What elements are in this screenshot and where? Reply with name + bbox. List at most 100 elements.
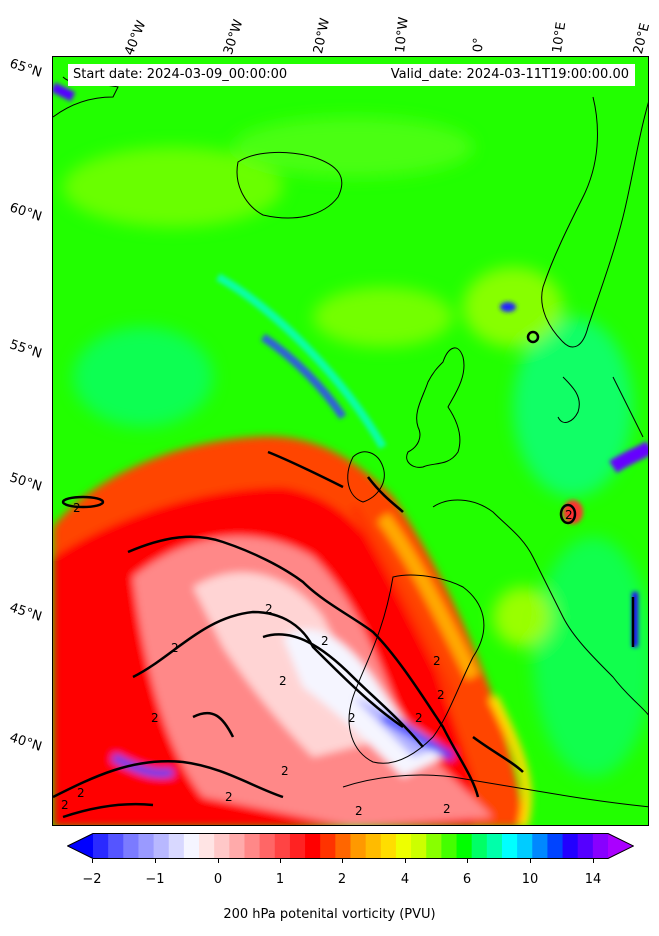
colorbar-swatch (183, 833, 200, 859)
colorbar-swatch (350, 833, 367, 859)
colorbar-swatch (199, 833, 215, 859)
lon-label-20e: 20°E (631, 21, 654, 56)
date-banner: Start date: 2024-03-09_00:00:00 Valid_da… (68, 64, 635, 86)
lat-label-55n: 55°N (7, 337, 44, 362)
colorbar-swatch (380, 833, 397, 859)
pv-map: 2 2 2 2 2 2 2 2 2 2 2 2 2 2 2 2 2 (52, 56, 649, 826)
contour-label-14: 2 (225, 790, 233, 804)
cb-tick-label-7: 6 (462, 872, 472, 887)
colorbar-swatch (168, 833, 185, 859)
contour-label-17: 2 (565, 508, 573, 522)
contour-label-13: 2 (61, 798, 69, 812)
colorbar (67, 833, 634, 859)
colorbar-swatch (486, 833, 503, 859)
lon-label-40w: 40°W (122, 18, 150, 58)
colorbar-swatch (517, 833, 533, 859)
colorbar-swatch (411, 833, 427, 859)
colorbar-swatch (138, 833, 155, 859)
colorbar-swatch (365, 833, 382, 859)
colorbar-swatch (426, 833, 442, 859)
scandinavia-coast (541, 96, 648, 348)
iberia-coast (348, 574, 485, 764)
lat-label-50n: 50°N (7, 470, 44, 495)
cb-tick-label-6: 4 (400, 872, 410, 887)
contour-label-5: 2 (279, 674, 287, 688)
colorbar-swatch (305, 833, 321, 859)
start-date: Start date: 2024-03-09_00:00:00 (73, 67, 288, 82)
ireland-coast (347, 451, 385, 503)
contour-label-15: 2 (355, 804, 363, 818)
colorbar-swatch (108, 833, 124, 859)
contour-label-9: 2 (348, 711, 356, 725)
cb-tickmark-8 (530, 859, 531, 863)
colorbar-swatch (532, 833, 548, 859)
colorbar-swatch (289, 833, 306, 859)
colorbar-swatch (274, 833, 291, 859)
contour-label-4: 2 (321, 634, 329, 648)
cb-tickmark-3 (218, 859, 219, 863)
iceland-coast (236, 152, 343, 219)
colorbar-swatch (547, 833, 564, 859)
colorbar-swatch (592, 833, 609, 859)
cb-tick-label-5: 2 (337, 872, 347, 887)
lat-label-65n: 65°N (7, 56, 44, 81)
lon-label-10e: 10°E (550, 21, 570, 55)
colorbar-swatch (244, 833, 261, 859)
cb-tickmark-4 (280, 859, 281, 863)
lon-label-10w: 10°W (393, 16, 412, 54)
colorbar-swatch (501, 833, 518, 859)
contour-label-3: 2 (265, 602, 273, 616)
lat-label-60n: 60°N (7, 200, 44, 225)
north-africa-coast (342, 774, 648, 808)
colorbar-swatch (562, 833, 579, 859)
colorbar-over-arrow (608, 833, 634, 859)
cb-tickmark-9 (593, 859, 594, 863)
france-coast (432, 499, 648, 716)
colorbar-swatch (395, 833, 412, 859)
cb-tick-label-4: 1 (275, 872, 285, 887)
cb-tickmark-7 (467, 859, 468, 863)
colorbar-swatch (153, 833, 170, 859)
colorbar-swatch (93, 833, 109, 859)
colorbar-label: 200 hPa potenital vorticity (PVU) (223, 907, 436, 922)
contour-label-8: 2 (437, 688, 445, 702)
lat-label-40n: 40°N (7, 730, 44, 755)
colorbar-swatch (577, 833, 594, 859)
lat-label-45n: 45°N (7, 600, 44, 625)
contour-label-6: 2 (151, 711, 159, 725)
pv-field: 2 2 2 2 2 2 2 2 2 2 2 2 2 2 2 2 2 (53, 57, 648, 825)
pv-contours (53, 330, 635, 819)
lon-label-20w: 20°W (311, 16, 334, 56)
lon-label-30w: 30°W (221, 17, 247, 57)
contour-label-7: 2 (433, 654, 441, 668)
cb-tickmark-5 (342, 859, 343, 863)
colorbar-swatch (123, 833, 139, 859)
cb-tick-label-3: 0 (213, 872, 223, 887)
contour-label-16: 2 (443, 802, 451, 816)
colorbar-outline (67, 833, 634, 859)
contour-label-12: 2 (77, 786, 85, 800)
cb-tick-label-9: 14 (584, 872, 602, 887)
cb-tick-label-2: −1 (145, 872, 165, 887)
contour-label-1: 2 (73, 501, 81, 515)
colorbar-swatch (320, 833, 336, 859)
colorbar-swatch (214, 833, 230, 859)
coastlines (53, 76, 648, 808)
colorbar-swatch (259, 833, 276, 859)
valid-date: Valid_date: 2024-03-11T19:00:00.00 (390, 67, 629, 82)
contour-label-11: 2 (281, 764, 289, 778)
cb-tickmark-6 (405, 859, 406, 863)
cb-tick-label-8: 10 (521, 872, 539, 887)
colorbar-under-arrow (67, 833, 93, 859)
colorbar-swatch (471, 833, 488, 859)
cb-tickmark-2 (155, 859, 156, 863)
cb-tickmark-1 (92, 859, 93, 863)
contour-label-2: 2 (171, 641, 179, 655)
denmark-coast (557, 376, 580, 423)
cb-tick-label-1: −2 (82, 872, 102, 887)
colorbar-swatch (441, 833, 458, 859)
contour-labels: 2 2 2 2 2 2 2 2 2 2 2 2 2 2 2 2 2 (61, 501, 573, 818)
lon-label-0: 0° (471, 37, 487, 53)
contour-label-10: 2 (415, 711, 423, 725)
colorbar-swatch (456, 833, 473, 859)
